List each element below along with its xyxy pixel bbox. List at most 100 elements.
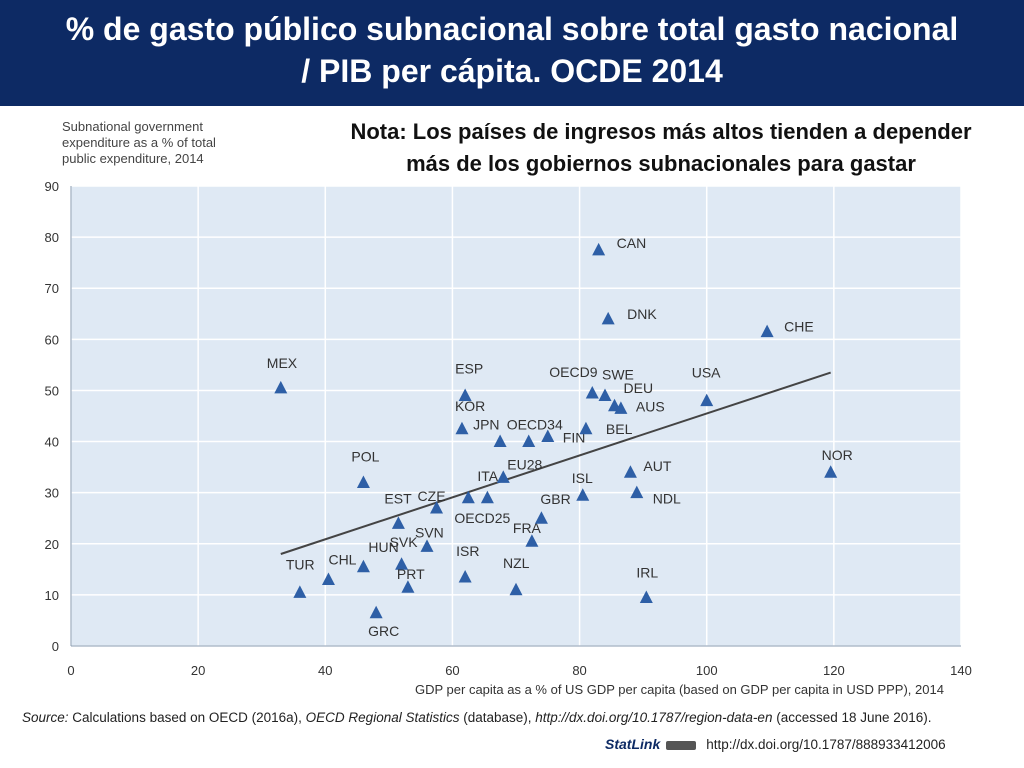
y-tick-label: 0 (52, 639, 59, 654)
data-point-ndl (630, 485, 644, 499)
data-point-est (391, 516, 405, 529)
data-point-gbr (534, 511, 548, 524)
point-label-usa: USA (692, 365, 721, 381)
data-point-tur (293, 585, 307, 598)
x-tick-label: 40 (318, 663, 332, 678)
data-point-esp (458, 388, 472, 402)
point-label-oecd25: OECD25 (454, 510, 510, 526)
y-axis-label-line: expenditure as a % of total (62, 135, 216, 150)
trend-line (280, 371, 831, 555)
point-label-deu: DEU (624, 380, 654, 396)
data-point-oecd25 (461, 490, 475, 504)
y-tick-label: 20 (45, 537, 59, 552)
data-point-kor (455, 421, 469, 435)
x-tick-label: 100 (696, 663, 718, 678)
statlink-arrow-icon (666, 740, 697, 750)
point-label-tur: TUR (286, 556, 315, 572)
point-label-oecd34: OECD34 (507, 417, 563, 433)
point-label-irl: IRL (636, 564, 658, 580)
x-tick-label: 20 (191, 663, 205, 678)
plot-area (71, 186, 961, 646)
data-point-nzl (509, 582, 523, 596)
data-point-swe (598, 388, 612, 402)
data-point-prt (401, 580, 415, 593)
x-tick-label: 140 (950, 663, 972, 678)
y-tick-label: 60 (45, 332, 59, 347)
source-text: Calculations based on OECD (2016a), (68, 710, 306, 725)
data-point-cze (430, 501, 444, 514)
point-label-nzl: NZL (503, 555, 530, 571)
data-point-grc (369, 605, 383, 619)
data-point-pol (356, 475, 370, 488)
y-tick-label: 80 (45, 230, 59, 245)
data-points: TUR CHL MEX POL HUN GRC EST SVK PRT SVN CZE KOR ESP O… (267, 235, 853, 639)
point-label-svk: SVK (390, 534, 419, 550)
source-tail: (accessed 18 June 2016). (772, 710, 932, 725)
point-label-jpn: JPN (473, 417, 499, 433)
point-label-eu28: EU28 (507, 456, 542, 472)
data-point-svk (395, 557, 409, 570)
point-label-aut: AUT (643, 458, 671, 474)
data-point-can (592, 242, 606, 256)
axes (70, 186, 961, 647)
source-link[interactable]: http://dx.doi.org/10.1787/region-data-en (535, 710, 773, 725)
point-label-est: EST (384, 490, 412, 506)
y-axis-label-line: Subnational government (62, 119, 203, 134)
point-label-mex: MEX (267, 355, 298, 371)
data-point-isr (458, 570, 472, 583)
point-label-cze: CZE (418, 488, 446, 504)
point-label-chl: CHL (328, 552, 356, 568)
y-tick-label: 40 (45, 435, 59, 450)
data-point-jpn (493, 434, 507, 448)
point-label-isr: ISR (456, 543, 479, 559)
data-point-chl (321, 572, 335, 586)
tick-labels: 0 10 20 30 40 50 60 70 80 90 0 20 40 60 80 100 120 140 (45, 179, 972, 678)
y-tick-label: 50 (45, 383, 59, 398)
source-database: OECD Regional Statistics (305, 710, 460, 725)
point-label-che: CHE (784, 319, 814, 335)
x-tick-label: 120 (823, 663, 845, 678)
point-label-kor: KOR (455, 398, 485, 414)
x-axis-label: GDP per capita as a % of US GDP per capi… (415, 682, 944, 697)
source-note: Source: Calculations based on OECD (2016… (22, 710, 1022, 725)
data-point-nor (824, 465, 838, 478)
data-point-mex (274, 380, 288, 394)
point-label-fin: FIN (563, 429, 586, 445)
point-label-prt: PRT (397, 566, 425, 582)
data-point-oecd9 (585, 386, 599, 399)
data-point-irl (639, 590, 653, 603)
data-point-che (760, 324, 774, 338)
data-point-isl (576, 488, 590, 501)
x-tick-label: 80 (572, 663, 586, 678)
data-point-svn (420, 539, 434, 552)
data-point-fra (525, 534, 539, 547)
point-label-aus: AUS (636, 398, 665, 414)
point-label-svn: SVN (415, 524, 444, 540)
point-label-pol: POL (351, 448, 379, 464)
data-point-dnk (601, 311, 615, 325)
title-line-1: % de gasto público subnacional sobre tot… (65, 11, 959, 47)
data-point-usa (700, 393, 714, 407)
point-label-oecd9: OECD9 (549, 364, 597, 380)
data-point-oecd34 (522, 434, 536, 448)
data-point-bel (579, 421, 593, 435)
point-label-bel: BEL (606, 421, 633, 437)
y-axis-label-line: public expenditure, 2014 (62, 151, 204, 166)
statlink-url[interactable]: http://dx.doi.org/10.1787/888933412006 (706, 737, 946, 752)
point-label-can: CAN (617, 235, 647, 251)
x-tick-label: 0 (67, 663, 74, 678)
point-label-grc: GRC (368, 623, 399, 639)
y-tick-label: 70 (45, 281, 59, 296)
data-point-hun (356, 559, 370, 573)
point-label-fra: FRA (513, 520, 542, 536)
y-tick-label: 90 (45, 179, 59, 194)
title-banner: % de gasto público subnacional sobre tot… (0, 0, 1024, 106)
point-label-esp: ESP (455, 361, 483, 377)
point-label-dnk: DNK (627, 306, 657, 322)
note-line-1: Nota: Los países de ingresos más altos t… (350, 119, 972, 144)
data-point-eu28 (496, 470, 510, 483)
note: Nota: Los países de ingresos más altos t… (300, 116, 1022, 180)
point-label-nor: NOR (822, 447, 853, 463)
